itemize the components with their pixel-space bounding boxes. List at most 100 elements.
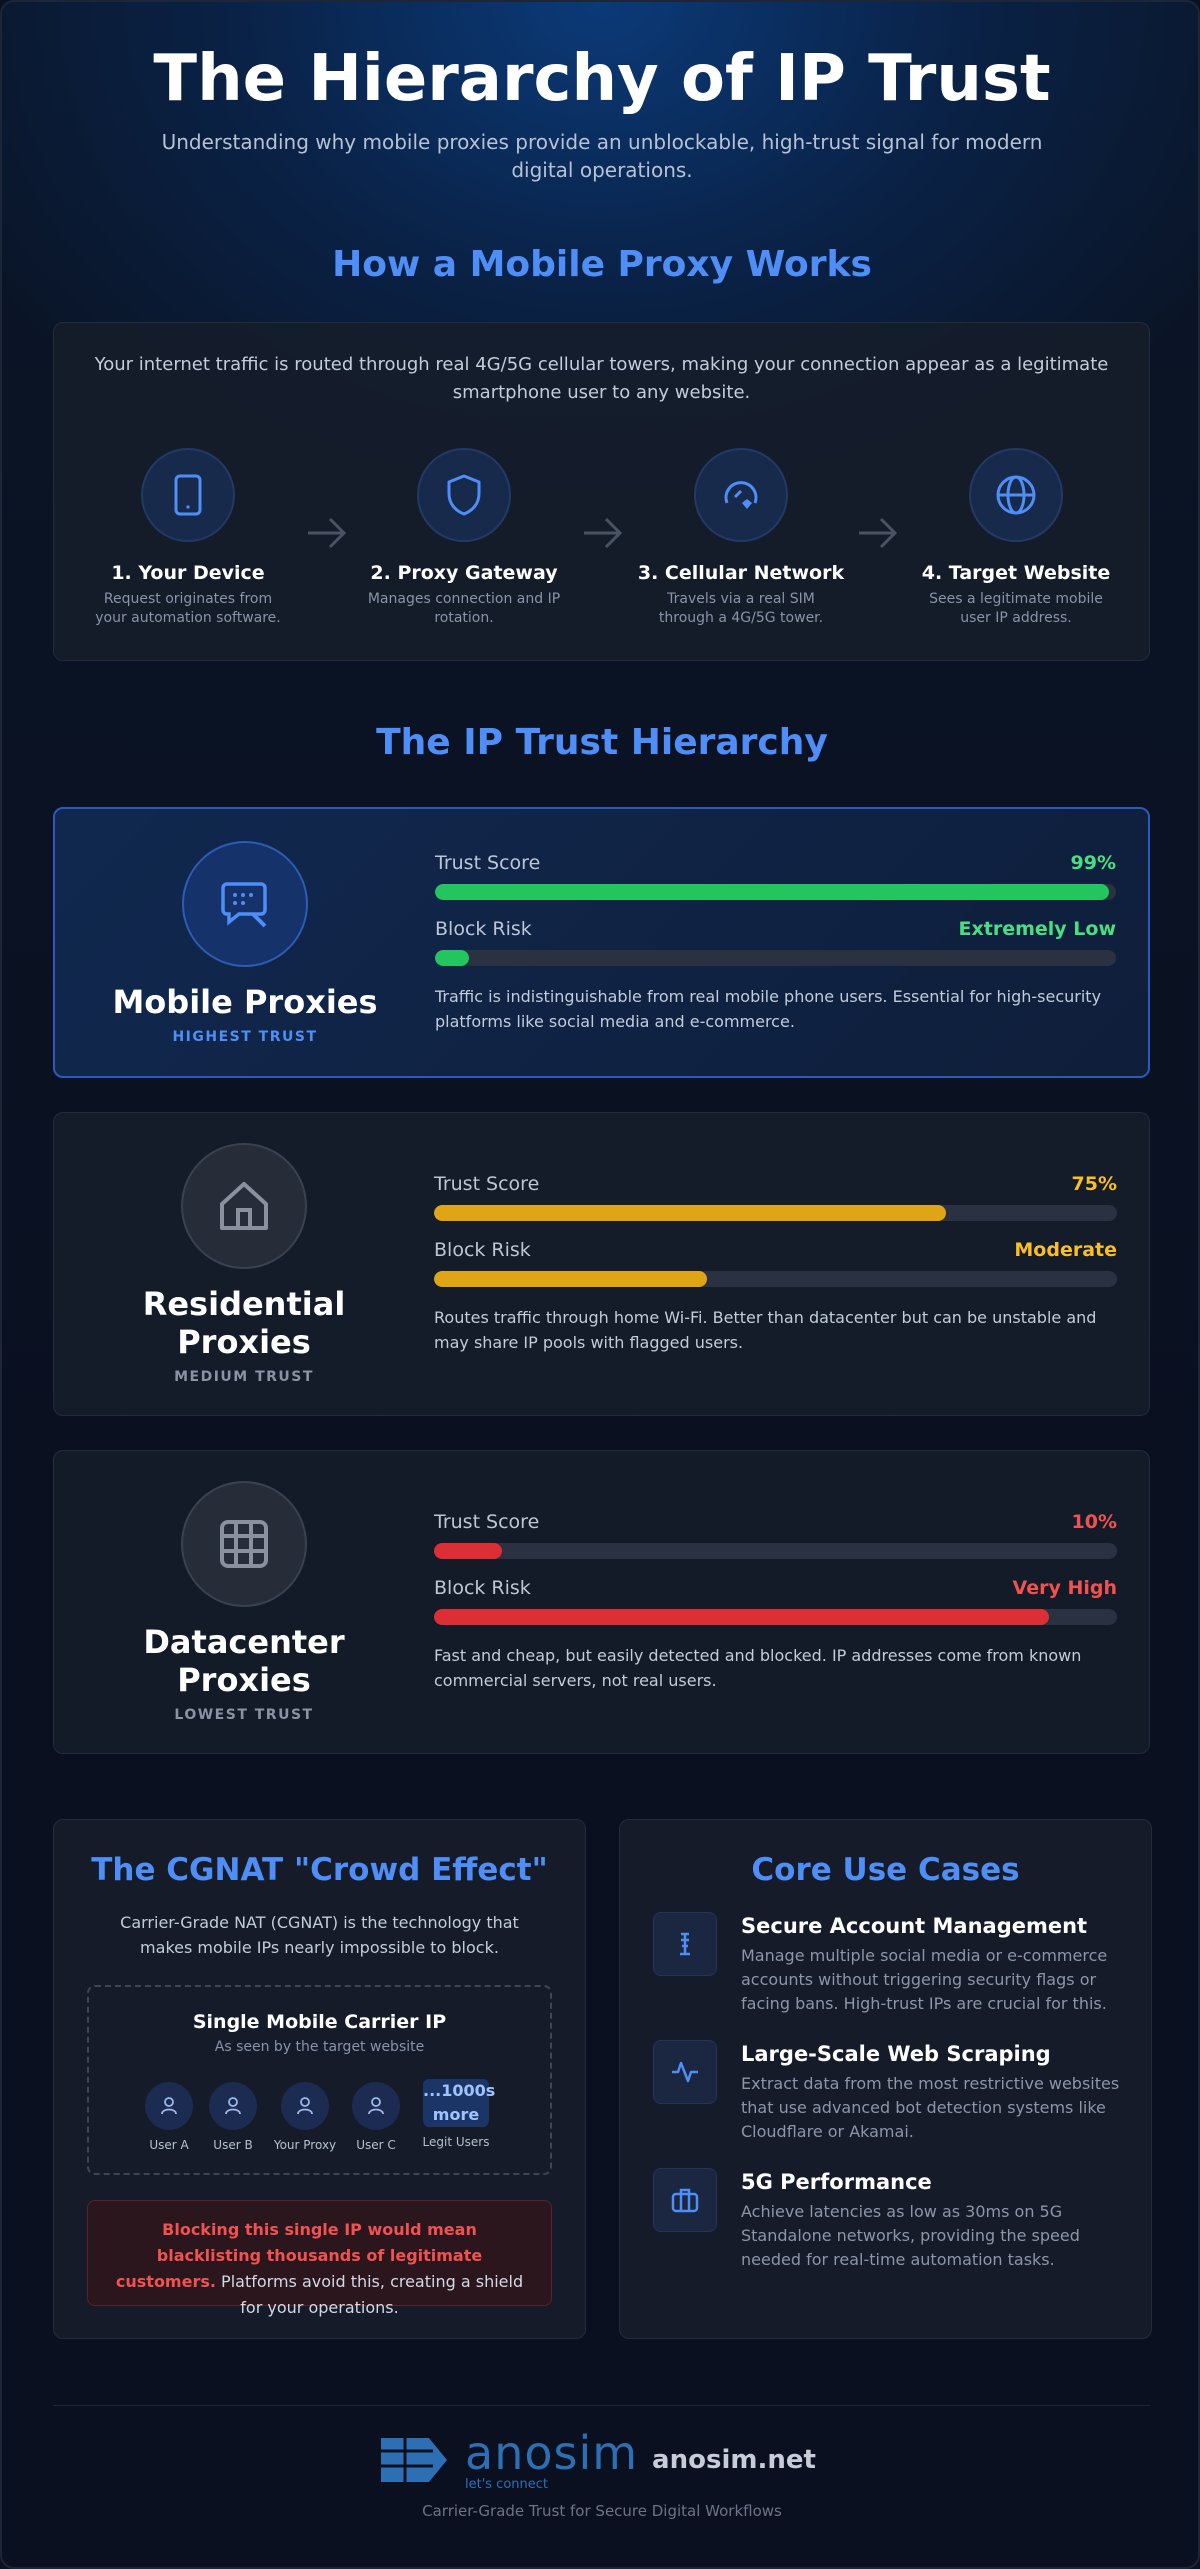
step-title: 3. Cellular Network [637, 562, 845, 584]
how-card: Your internet traffic is routed through … [53, 322, 1150, 661]
user-icon [145, 2082, 193, 2130]
cgnat-box: Single Mobile Carrier IP As seen by the … [87, 1985, 552, 2175]
metric-value: Moderate [1014, 1239, 1117, 1261]
metric-label: Trust Score [434, 1173, 540, 1195]
metric-label: Trust Score [435, 851, 541, 874]
user-label: User B [213, 2138, 253, 2152]
metric-row: Block Risk Very High [434, 1577, 1117, 1599]
metric-label: Block Risk [434, 1239, 531, 1261]
tier-desc: Routes traffic through home Wi-Fi. Bette… [434, 1308, 1097, 1352]
usecases-card: Core Use Cases Secure Account Management… [619, 1819, 1152, 2339]
arrow [584, 517, 623, 549]
title: The Hierarchy of IP Trust [153, 42, 1051, 116]
bar [435, 883, 1110, 900]
user-icon [209, 2082, 257, 2130]
tier-right: Trust Score 75% Block Risk Moderate Routes t… [434, 1173, 1149, 1355]
step-icon [417, 448, 511, 542]
logo: anosim [465, 2425, 639, 2480]
user-label: Your Proxy [273, 2138, 337, 2152]
tier-right: Trust Score 10% Block Risk Very High Fast an… [434, 1511, 1149, 1693]
tier-left: Residential Proxies MEDIUM TRUST [54, 1143, 434, 1385]
arrow [308, 517, 347, 549]
logo-tagline: let's connect [465, 2476, 549, 2492]
tier-name: Residential Proxies [142, 1285, 346, 1361]
metric-label: Block Risk [435, 917, 532, 940]
metric-value: 10% [1071, 1511, 1117, 1533]
metric-value: Extremely Low [958, 917, 1116, 940]
tier-left: Mobile Proxies HIGHEST TRUST [55, 840, 435, 1045]
tier-name: Mobile Proxies [112, 982, 378, 1021]
use-case: Secure Account Management Manage multiple… [653, 1912, 1127, 2016]
step-desc: Travels via a real SIM through a 4G/5G t… [658, 591, 824, 626]
tier-name: Datacenter Proxies [143, 1623, 345, 1699]
person [368, 2097, 384, 2115]
metric-label: Trust Score [434, 1511, 540, 1533]
step-icon [969, 448, 1063, 542]
section-title: The IP Trust Hierarchy [376, 722, 828, 763]
subtitle: Understanding why mobile proxies provide… [161, 130, 1043, 182]
person [225, 2097, 241, 2115]
step-title: 4. Target Website [921, 562, 1111, 584]
user-label: User A [149, 2138, 189, 2152]
metric-value: Very High [1012, 1577, 1117, 1599]
tier-desc: Fast and cheap, but easily detected and … [434, 1646, 1082, 1690]
metric-row: Block Risk Extremely Low [435, 918, 1116, 940]
user-icon [352, 2082, 400, 2130]
bar [434, 1609, 1049, 1625]
tier-badge: MEDIUM TRUST [174, 1369, 314, 1385]
tier-desc: Traffic is indistinguishable from real m… [435, 986, 1102, 1031]
step-desc: Manages connection and IP rotation. [367, 591, 561, 626]
use-case-icon [653, 1912, 717, 1976]
tier-badge: HIGHEST TRUST [172, 1028, 318, 1045]
bar [434, 1205, 947, 1221]
step-desc: Sees a legitimate mobile user IP address… [929, 591, 1103, 626]
cgnat-title: The CGNAT "Crowd Effect" [91, 1852, 548, 1888]
usecases-title: Core Use Cases [751, 1852, 1020, 1888]
warning: Blocking this single IP would mean black… [87, 2200, 552, 2317]
step-desc: Request originates from your automation … [95, 591, 281, 626]
use-case-desc: Extract data from the most restrictive w… [741, 2074, 1120, 2141]
cgnat-intro: Carrier-Grade NAT (CGNAT) is the technol… [120, 1913, 519, 1957]
metric-label: Block Risk [434, 1577, 531, 1599]
metric-row: Trust Score 99% [435, 852, 1116, 874]
metric-value: 99% [1070, 851, 1116, 874]
user-label: User C [356, 2138, 396, 2152]
intro: Your internet traffic is routed through … [94, 354, 1109, 403]
step-title: 2. Proxy Gateway [370, 562, 558, 584]
use-case-icon [653, 2168, 717, 2232]
step-icon [141, 448, 235, 542]
tier-card: Mobile Proxies HIGHEST TRUST Trust Score… [53, 807, 1150, 1078]
bar-track [435, 949, 1116, 966]
use-case-desc: Manage multiple social media or e-commer… [741, 1946, 1108, 2013]
use-case: Large-Scale Web Scraping Extract data fro… [653, 2040, 1127, 2144]
tier-icon [181, 1143, 307, 1269]
tier-right: Trust Score 99% Block Risk Extremely Low Tra… [435, 852, 1148, 1034]
bar-track [434, 1205, 1117, 1221]
more: ...1000s more [423, 2079, 495, 2127]
tier-left: Datacenter Proxies LOWEST TRUST [54, 1481, 434, 1723]
box-subtitle: As seen by the target website [214, 2039, 425, 2055]
arrow [859, 517, 898, 549]
use-case-desc: Achieve latencies as low as 30ms on 5G S… [741, 2202, 1080, 2269]
warning-text: Platforms avoid this, creating a shield … [221, 2272, 524, 2317]
step: 3. Cellular Network Travels via a real S… [621, 448, 861, 628]
use-case-title: Large-Scale Web Scraping [741, 2042, 1051, 2066]
bar-track [435, 883, 1116, 900]
cgnat-card: The CGNAT "Crowd Effect" Carrier-Grade N… [53, 1819, 586, 2339]
user: User B [193, 2082, 273, 2152]
tier-icon [181, 1481, 307, 1607]
tier-card: Datacenter Proxies LOWEST TRUST Trust Sc… [53, 1450, 1150, 1754]
step-icon [694, 448, 788, 542]
step: 1. Your Device Request originates from y… [68, 448, 308, 628]
bar-track [434, 1271, 1117, 1287]
metric-row: Block Risk Moderate [434, 1239, 1117, 1261]
bar [435, 949, 470, 966]
tier-badge: LOWEST TRUST [174, 1707, 314, 1723]
step-title: 1. Your Device [111, 562, 265, 584]
metric-row: Trust Score 75% [434, 1173, 1117, 1195]
warning-bold: Blocking this single IP would mean black… [115, 2220, 483, 2291]
user-icon [281, 2082, 329, 2130]
tier-card: Residential Proxies MEDIUM TRUST Trust S… [53, 1112, 1150, 1416]
